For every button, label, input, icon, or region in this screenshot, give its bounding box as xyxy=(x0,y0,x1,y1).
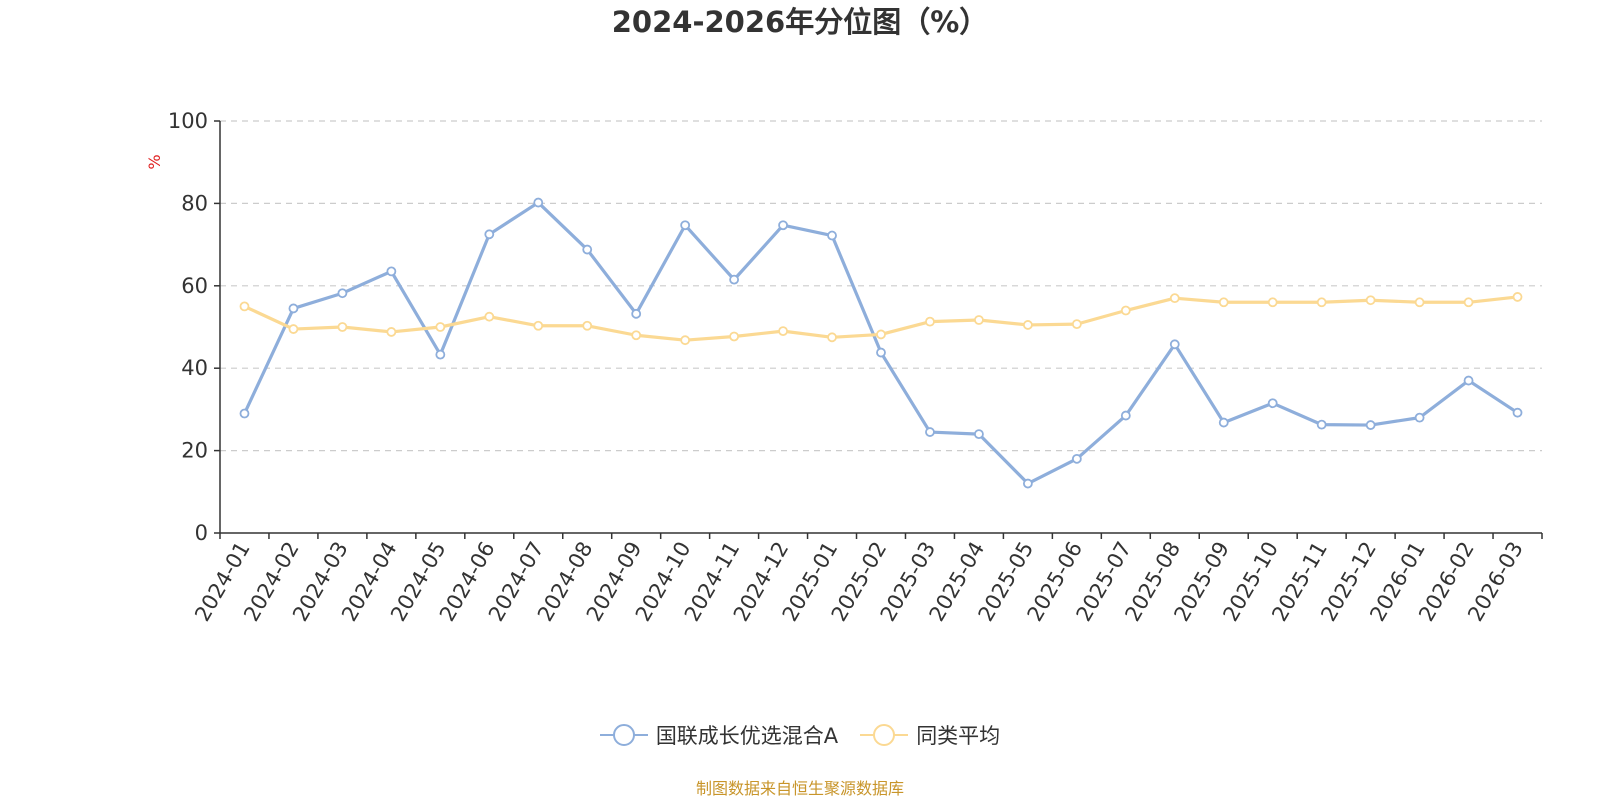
data-point-series-1[interactable] xyxy=(631,308,642,319)
data-point-series-1[interactable] xyxy=(1169,339,1180,350)
data-point-series-2[interactable] xyxy=(337,322,348,332)
data-point-series-2[interactable] xyxy=(533,320,544,331)
data-source-note: 制图数据来自恒生聚源数据库 xyxy=(695,779,904,798)
data-point-series-2[interactable] xyxy=(1218,297,1229,308)
data-point-series-2[interactable] xyxy=(827,332,837,343)
data-point-series-2[interactable] xyxy=(1414,297,1425,308)
data-point-series-2[interactable] xyxy=(729,331,740,342)
data-point-series-1[interactable] xyxy=(239,408,250,419)
data-point-series-2[interactable] xyxy=(484,311,495,322)
data-point-series-2[interactable] xyxy=(631,330,642,341)
data-point-series-1[interactable] xyxy=(680,220,691,231)
data-point-series-2[interactable] xyxy=(1267,297,1278,308)
data-point-series-1[interactable] xyxy=(1316,419,1327,430)
series-line-1 xyxy=(243,200,1519,486)
y-tick-label: 80 xyxy=(181,191,208,215)
data-point-series-1[interactable] xyxy=(386,266,397,277)
data-point-series-1[interactable] xyxy=(435,349,446,360)
data-point-series-2[interactable] xyxy=(582,320,593,331)
data-point-series-1[interactable] xyxy=(533,197,544,208)
series xyxy=(239,197,1523,489)
legend-label-series-2: 同类平均 xyxy=(916,724,1001,748)
y-tick-label: 0 xyxy=(195,521,208,545)
axes xyxy=(214,120,1543,539)
data-point-series-1[interactable] xyxy=(974,429,984,440)
data-point-series-2[interactable] xyxy=(680,335,691,346)
data-point-series-1[interactable] xyxy=(1463,375,1474,386)
data-point-series-1[interactable] xyxy=(1218,417,1229,428)
data-point-series-1[interactable] xyxy=(1022,478,1033,489)
data-point-series-1[interactable] xyxy=(925,427,935,437)
data-point-series-1[interactable] xyxy=(827,230,837,241)
legend-item-series-2[interactable]: 同类平均 xyxy=(860,720,1000,750)
data-point-series-2[interactable] xyxy=(1316,297,1327,308)
chart-title: 2024-2026年分位图（%） xyxy=(611,5,989,39)
data-point-series-2[interactable] xyxy=(435,322,446,332)
y-tick-label: 40 xyxy=(181,356,208,380)
data-point-series-2[interactable] xyxy=(778,326,788,337)
data-point-series-2[interactable] xyxy=(386,327,397,337)
y-tick-labels: 0 20 40 60 80 100 xyxy=(168,109,208,545)
y-tick-label: 100 xyxy=(168,109,208,133)
data-point-series-1[interactable] xyxy=(1120,410,1131,421)
data-point-series-2[interactable] xyxy=(288,324,299,334)
data-point-series-1[interactable] xyxy=(1071,453,1082,464)
y-axis-label: % xyxy=(145,154,164,169)
data-point-series-2[interactable] xyxy=(876,329,886,340)
legend-item-series-1[interactable]: 国联成长优选混合A xyxy=(599,720,839,750)
data-point-series-2[interactable] xyxy=(1365,295,1376,306)
grid-lines xyxy=(220,120,1542,452)
data-point-series-2[interactable] xyxy=(974,315,984,325)
data-point-series-2[interactable] xyxy=(1022,320,1033,330)
legend-line-marker-icon xyxy=(860,724,909,746)
data-point-series-2[interactable] xyxy=(925,316,935,327)
data-point-series-1[interactable] xyxy=(729,274,740,285)
data-point-series-2[interactable] xyxy=(239,301,250,312)
data-point-series-1[interactable] xyxy=(337,288,348,299)
data-point-series-2[interactable] xyxy=(1512,292,1523,302)
data-point-series-1[interactable] xyxy=(1365,420,1376,430)
data-point-series-1[interactable] xyxy=(876,347,886,358)
data-point-series-1[interactable] xyxy=(582,244,593,255)
data-point-series-2[interactable] xyxy=(1463,297,1474,308)
data-point-series-2[interactable] xyxy=(1120,305,1131,316)
data-point-series-1[interactable] xyxy=(778,220,788,231)
legend-line-marker-icon xyxy=(599,724,648,746)
data-point-series-1[interactable] xyxy=(1267,398,1278,409)
data-point-series-2[interactable] xyxy=(1071,319,1082,330)
data-point-series-2[interactable] xyxy=(1169,293,1180,304)
data-point-series-1[interactable] xyxy=(1512,407,1523,418)
y-tick-label: 60 xyxy=(181,274,208,298)
y-tick-label: 20 xyxy=(181,439,208,463)
data-point-series-1[interactable] xyxy=(484,229,495,240)
legend-label-series-1: 国联成长优选混合A xyxy=(655,724,839,748)
x-tick-labels: 2024-012024-022024-032024-042024-052024-… xyxy=(190,538,1528,626)
legend: 国联成长优选混合A 同类平均 xyxy=(0,720,1600,750)
data-point-series-1[interactable] xyxy=(1414,412,1425,423)
data-point-series-1[interactable] xyxy=(288,303,299,314)
